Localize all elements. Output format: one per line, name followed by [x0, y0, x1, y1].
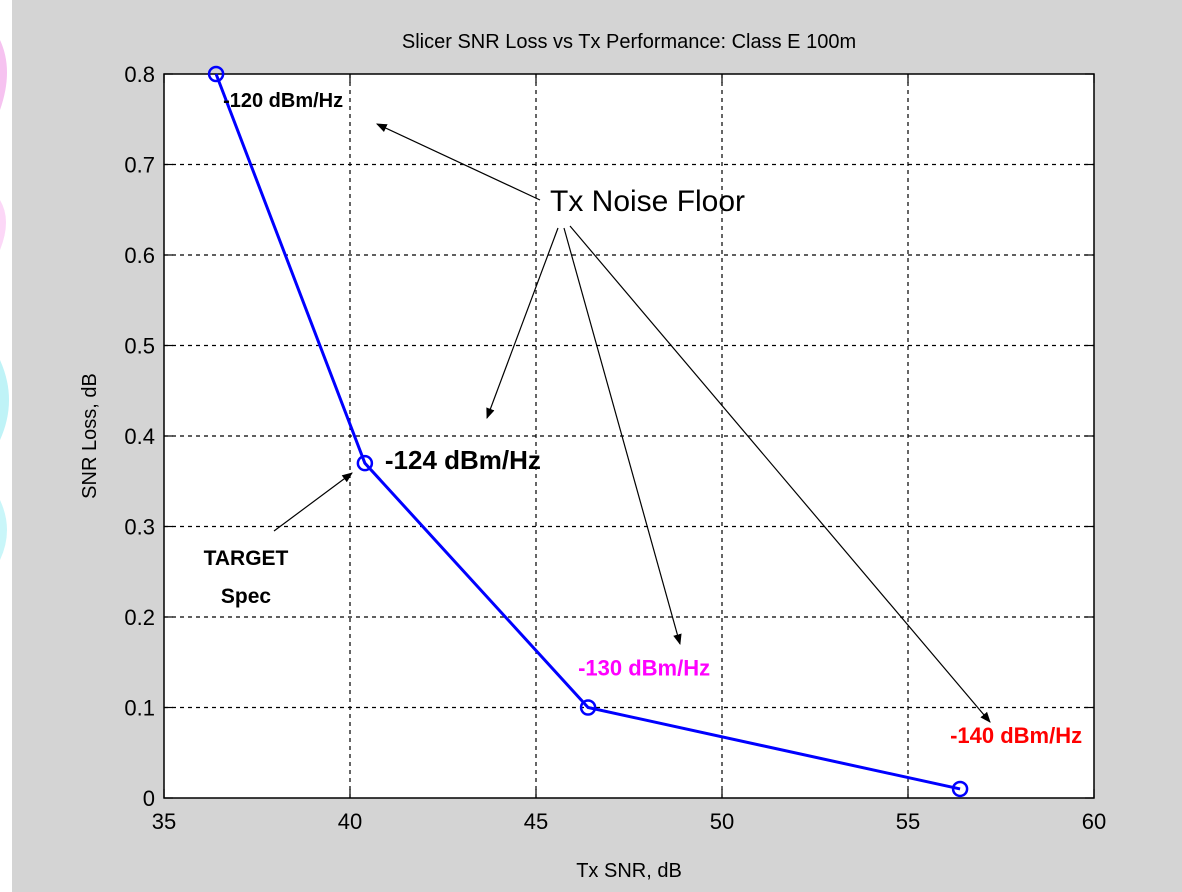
- y-tick-label: 0.2: [124, 605, 155, 630]
- x-tick-label: 60: [1082, 809, 1106, 834]
- y-tick-label: 0: [143, 786, 155, 811]
- point-label: -120 dBm/Hz: [223, 90, 343, 112]
- y-tick-label: 0.4: [124, 424, 155, 449]
- arrow-to-grid: [486, 227, 559, 420]
- point-label: -130 dBm/Hz: [578, 656, 710, 681]
- data-point-marker: [951, 780, 969, 798]
- series-line: [214, 73, 961, 791]
- y-tick-label: 0.7: [124, 153, 155, 178]
- series: [207, 65, 969, 798]
- y-tick-label: 0.5: [124, 334, 155, 359]
- y-tick-label: 0.6: [124, 243, 155, 268]
- point-labels: -120 dBm/Hz -124 dBm/Hz -130 dBm/Hz -140 dB…: [223, 90, 1082, 748]
- data-point-marker: [207, 65, 225, 83]
- arrow-to-130: [563, 227, 682, 646]
- annotation-target-line2: Spec: [221, 585, 272, 608]
- x-tick-label: 40: [338, 809, 362, 834]
- y-tick-label: 0.3: [124, 515, 155, 540]
- data-point-marker: [579, 699, 597, 716]
- x-tick-label: 55: [896, 809, 920, 834]
- annotation-arrows: [273, 123, 991, 723]
- x-tick-label: 35: [152, 809, 176, 834]
- chart-title: Slicer SNR Loss vs Tx Performance: Class…: [402, 31, 856, 53]
- x-axis-label: Tx SNR, dB: [576, 860, 682, 882]
- annotation-target-line1: TARGET: [204, 547, 289, 570]
- arrow-to-120: [376, 123, 541, 201]
- point-label: -124 dBm/Hz: [385, 445, 541, 475]
- arrow-to-target: [273, 472, 353, 532]
- y-tick-label: 0.1: [124, 696, 155, 721]
- arrow-to-140: [569, 225, 991, 723]
- point-label: -140 dBm/Hz: [950, 723, 1082, 748]
- decorative-edge-graphic: [0, 0, 40, 892]
- annotation-noise-floor: Tx Noise Floor: [550, 185, 745, 218]
- data-point-marker: [356, 454, 374, 472]
- x-tick-label: 50: [710, 809, 734, 834]
- y-axis-label: SNR Loss, dB: [79, 373, 101, 499]
- axis-ticks: 35 40 45 50 55 60 0 0.1 0.2 0.3 0.4 0.5 0.6 0.7 0.8: [124, 62, 1106, 834]
- y-tick-label: 0.8: [124, 62, 155, 87]
- x-tick-label: 45: [524, 809, 548, 834]
